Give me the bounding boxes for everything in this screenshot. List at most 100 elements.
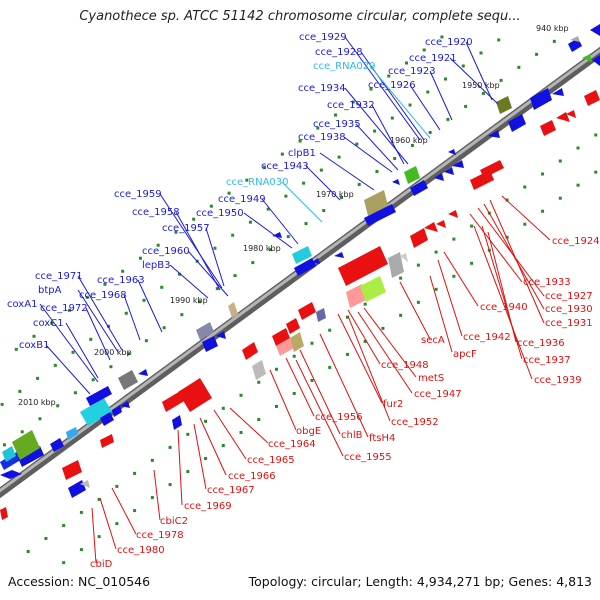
gene-block <box>228 302 238 318</box>
connector-line <box>437 259 463 337</box>
gene-block <box>290 332 304 352</box>
tick-dot <box>263 165 267 169</box>
gene-label: cce_1972 <box>40 303 88 314</box>
tick-dot <box>62 523 66 527</box>
tick-dot <box>552 39 556 43</box>
gene-label: cce_1980 <box>117 545 165 556</box>
tick-dot <box>215 287 219 291</box>
tick-dot <box>302 181 306 185</box>
gene-block <box>582 54 592 62</box>
connector-line <box>295 359 344 457</box>
gene-label: cce_1920 <box>425 37 473 48</box>
gene-label: cce_1936 <box>517 338 565 349</box>
tick-dot <box>79 510 83 514</box>
gene-block <box>292 246 312 264</box>
gene-label: cce_RNA029 <box>313 61 376 72</box>
gene-arrow <box>392 179 400 185</box>
connector-line <box>360 51 425 141</box>
connector-line <box>85 307 111 361</box>
tick-dot <box>481 91 485 95</box>
connector-line <box>355 123 399 171</box>
tick-dot <box>410 143 414 147</box>
tick-dot <box>517 65 521 69</box>
gene-label: apcF <box>453 349 477 360</box>
forward-genes[interactable] <box>0 24 600 479</box>
tick-dot <box>245 178 249 182</box>
tick-dot <box>91 378 95 382</box>
kbp-label: 1960 kbp <box>390 136 428 145</box>
tick-dot <box>322 209 326 213</box>
connector-line <box>343 136 393 173</box>
gene-arrow <box>120 401 130 408</box>
tick-dot <box>160 285 164 289</box>
tick-dot <box>464 104 468 108</box>
tick-dot <box>109 365 113 369</box>
tick-dot <box>156 243 160 247</box>
tick-dot <box>399 313 403 317</box>
gene-label: cce_1968 <box>79 290 127 301</box>
connector-line <box>429 70 453 121</box>
gene-arrow <box>100 434 114 448</box>
tick-dot <box>213 246 217 250</box>
tick-dot <box>26 549 30 553</box>
gene-arrow <box>86 386 112 406</box>
reverse-genes[interactable] <box>0 90 600 520</box>
gene-label: coxB1 <box>19 340 49 351</box>
tick-dot <box>150 458 154 462</box>
tick-dot <box>32 334 36 338</box>
tick-dot <box>133 509 137 513</box>
connector-line <box>153 469 161 521</box>
connector-line <box>213 409 247 460</box>
forward-gene-labels[interactable]: cce_1929 cce_1928 cce_RNA029 cce_1920 cc… <box>7 32 473 351</box>
gene-block <box>360 276 386 302</box>
gene-label: cce_1965 <box>247 455 295 466</box>
connector-line <box>91 507 97 564</box>
tick-dot <box>351 100 355 104</box>
tick-dot <box>523 185 527 189</box>
gene-label: cce_RNA030 <box>226 177 289 188</box>
gene-block <box>388 252 404 278</box>
tick-dot <box>2 443 6 447</box>
gene-label: cce_1947 <box>414 389 462 400</box>
gene-arrow <box>138 369 148 376</box>
tick-dot <box>280 152 284 156</box>
tick-dot <box>558 159 562 163</box>
connector-line <box>344 36 421 141</box>
gene-block <box>400 253 408 262</box>
tick-dot <box>150 496 154 500</box>
tick-dot <box>186 432 190 436</box>
gene-label: cce_1957 <box>162 223 210 234</box>
reverse-gene-labels[interactable]: cce_1924 cce_1933 cce_1927 cce_1930 cce_… <box>90 236 600 570</box>
gene-arrow <box>410 180 428 196</box>
tick-dot <box>71 350 75 354</box>
tick-dot <box>470 261 474 265</box>
gene-arrow <box>298 302 316 320</box>
gene-label: coxC1 <box>33 318 64 329</box>
tick-dot <box>103 282 107 286</box>
tick-dot <box>50 321 54 325</box>
tick-dot <box>180 313 184 317</box>
gene-arrow <box>444 167 454 175</box>
connector-line <box>199 417 227 476</box>
tick-dot <box>257 380 261 384</box>
connector-line <box>319 152 375 191</box>
connector-line <box>229 407 269 444</box>
gene-block <box>80 398 112 426</box>
gene-label: cce_1971 <box>35 271 83 282</box>
connector-line <box>363 307 417 378</box>
gene-arrow <box>552 88 564 96</box>
connector-line <box>65 322 99 379</box>
gene-arrow <box>18 446 44 467</box>
tick-dot <box>375 169 379 173</box>
tick-dot <box>97 497 101 501</box>
tick-dot <box>444 77 448 81</box>
gene-arrow <box>540 120 556 136</box>
gene-label: cce_1926 <box>368 80 416 91</box>
tick-dot <box>286 235 290 239</box>
kbp-label: 2010 kbp <box>18 398 56 407</box>
tick-dot <box>89 337 93 341</box>
tick-dot <box>257 417 261 421</box>
tick-dot <box>97 535 101 539</box>
tick-dot <box>162 326 166 330</box>
